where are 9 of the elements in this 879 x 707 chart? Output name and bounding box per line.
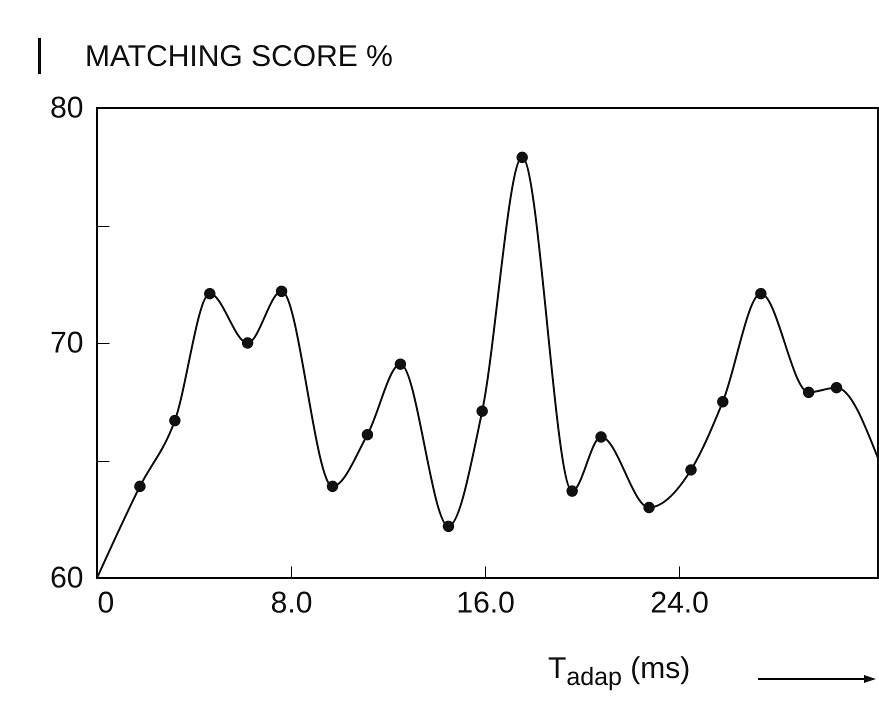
y-tick-label: 60 (50, 562, 84, 594)
x-tick-label: 8.0 (270, 586, 312, 620)
y-tick-label: 80 (50, 92, 84, 124)
x-tick-label: 16.0 (456, 586, 515, 620)
y-axis-title: MATCHING SCORE % (85, 40, 393, 74)
y-tick-label: 70 (50, 326, 84, 360)
x-axis-title: T$_{adap}$ (ms) (548, 652, 690, 692)
x-tick-label: 24.0 (650, 586, 709, 620)
x-tick-label: 0 (98, 586, 114, 620)
